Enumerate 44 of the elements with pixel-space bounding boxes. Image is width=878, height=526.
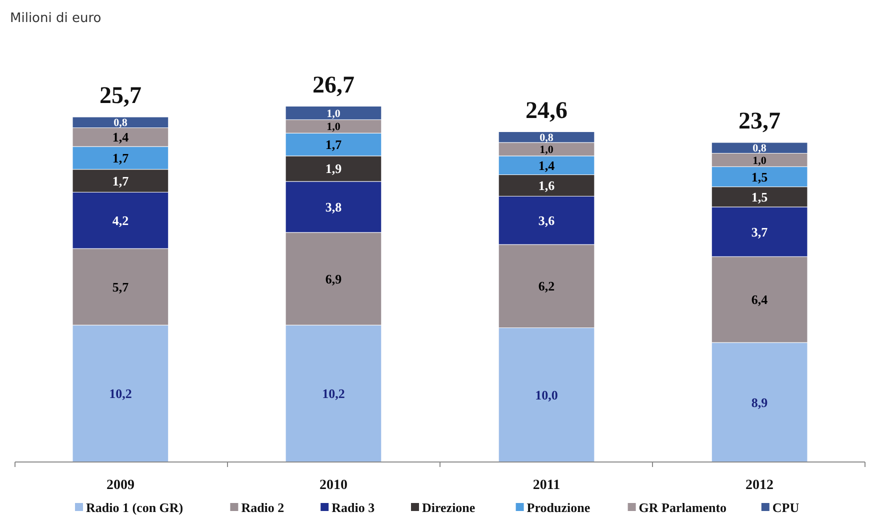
data-label: 0,8 bbox=[752, 142, 767, 155]
data-label: 6,4 bbox=[751, 292, 768, 308]
data-label: 1,6 bbox=[538, 178, 556, 194]
total-label: 25,7 bbox=[99, 83, 142, 109]
data-label: 3,7 bbox=[751, 224, 768, 240]
data-label: 3,6 bbox=[538, 212, 556, 228]
data-label: 4,2 bbox=[112, 212, 129, 228]
total-label: 26,7 bbox=[312, 72, 354, 98]
data-label: 1,5 bbox=[751, 189, 768, 204]
legend-label: CPU bbox=[772, 500, 800, 515]
data-label: 10,2 bbox=[109, 386, 132, 402]
data-label: 1,4 bbox=[112, 130, 130, 145]
data-label: 1,7 bbox=[325, 137, 342, 152]
legend-label: Direzione bbox=[422, 500, 476, 515]
total-label: 24,6 bbox=[526, 98, 568, 124]
data-label: 1,5 bbox=[751, 169, 768, 184]
data-label: 1,4 bbox=[538, 158, 556, 173]
legend-label: Radio 2 bbox=[241, 500, 284, 515]
data-label: 6,9 bbox=[325, 271, 342, 286]
legend-label: GR Parlamento bbox=[638, 500, 727, 515]
x-tick-label: 2011 bbox=[532, 478, 560, 493]
total-label: 23,7 bbox=[738, 108, 781, 135]
chart-title: Milioni di euro bbox=[10, 11, 102, 26]
data-label: 1,9 bbox=[325, 161, 342, 176]
data-label: 0,8 bbox=[540, 132, 554, 144]
data-label: 5,7 bbox=[112, 279, 130, 294]
legend-label: Produzione bbox=[526, 500, 590, 515]
x-tick-label: 2012 bbox=[746, 478, 774, 493]
data-label: 6,2 bbox=[538, 278, 555, 294]
data-label: 3,8 bbox=[325, 199, 342, 214]
data-label: 1,0 bbox=[752, 154, 767, 167]
x-tick-label: 2009 bbox=[106, 478, 134, 493]
legend-label: Radio 3 bbox=[332, 500, 376, 515]
data-label: 10,0 bbox=[535, 387, 558, 402]
data-label: 10,2 bbox=[322, 386, 345, 402]
data-label: 8,9 bbox=[751, 394, 768, 410]
data-label: 0,8 bbox=[114, 117, 128, 130]
data-label: 1,0 bbox=[326, 108, 341, 120]
data-label: 1,0 bbox=[326, 121, 341, 134]
data-label: 1,7 bbox=[112, 150, 130, 166]
legend-label: Radio 1 (con GR) bbox=[86, 500, 184, 515]
data-label: 1,0 bbox=[540, 144, 554, 156]
x-tick-label: 2010 bbox=[319, 478, 348, 493]
data-label: 1,7 bbox=[112, 173, 130, 188]
